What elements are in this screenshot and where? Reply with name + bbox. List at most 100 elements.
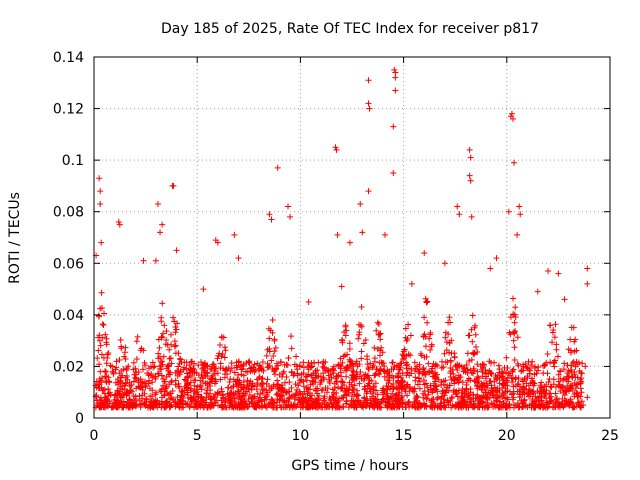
data-point bbox=[333, 146, 340, 153]
data-point bbox=[438, 404, 445, 411]
data-point bbox=[402, 384, 409, 391]
data-point bbox=[382, 399, 389, 406]
data-point bbox=[186, 362, 193, 369]
data-point bbox=[245, 403, 252, 410]
data-point bbox=[445, 399, 452, 406]
data-point bbox=[423, 396, 430, 403]
data-point bbox=[399, 383, 406, 390]
data-point bbox=[574, 393, 581, 400]
data-point bbox=[266, 335, 273, 342]
data-point bbox=[270, 353, 277, 360]
data-point bbox=[340, 353, 347, 360]
data-point bbox=[479, 382, 486, 389]
data-point bbox=[515, 375, 522, 382]
data-point bbox=[152, 402, 159, 409]
data-point bbox=[555, 371, 562, 378]
data-point bbox=[496, 366, 503, 373]
data-point bbox=[372, 380, 379, 387]
data-point bbox=[236, 392, 243, 399]
data-point bbox=[504, 403, 511, 410]
data-point bbox=[421, 249, 428, 256]
data-point bbox=[514, 334, 521, 341]
data-point bbox=[202, 360, 209, 367]
data-point bbox=[174, 394, 181, 401]
data-point bbox=[373, 327, 380, 334]
data-point bbox=[254, 376, 261, 383]
data-point bbox=[140, 347, 147, 354]
data-point bbox=[396, 362, 403, 369]
data-point bbox=[262, 403, 269, 410]
data-point bbox=[301, 388, 308, 395]
data-point bbox=[211, 364, 218, 371]
data-point bbox=[361, 395, 368, 402]
data-point bbox=[156, 400, 163, 407]
data-point bbox=[544, 350, 551, 357]
data-point bbox=[263, 352, 270, 359]
data-point bbox=[402, 404, 409, 411]
data-point bbox=[448, 376, 455, 383]
data-point bbox=[390, 170, 397, 177]
data-point bbox=[288, 345, 295, 352]
data-point bbox=[468, 356, 475, 363]
data-point bbox=[277, 393, 284, 400]
data-point bbox=[160, 353, 167, 360]
data-point bbox=[464, 377, 471, 384]
data-point bbox=[573, 403, 580, 410]
data-point bbox=[315, 400, 322, 407]
data-point bbox=[578, 398, 585, 405]
data-point bbox=[221, 354, 228, 361]
data-point bbox=[403, 337, 410, 344]
data-point bbox=[508, 391, 515, 398]
data-point bbox=[394, 372, 401, 379]
data-point bbox=[377, 330, 384, 337]
data-point bbox=[339, 359, 346, 366]
data-point bbox=[370, 384, 377, 391]
data-point bbox=[474, 361, 481, 368]
data-point bbox=[94, 355, 101, 362]
data-point bbox=[348, 402, 355, 409]
data-point bbox=[265, 325, 272, 332]
data-point bbox=[248, 364, 255, 371]
data-point bbox=[552, 321, 559, 328]
data-point bbox=[227, 376, 234, 383]
data-point bbox=[367, 397, 374, 404]
data-point bbox=[176, 384, 183, 391]
data-point bbox=[383, 402, 390, 409]
data-point bbox=[495, 362, 502, 369]
data-point bbox=[348, 381, 355, 388]
data-point bbox=[302, 395, 309, 402]
data-point bbox=[350, 399, 357, 406]
data-point bbox=[567, 336, 574, 343]
data-point bbox=[296, 379, 303, 386]
data-point bbox=[338, 283, 345, 290]
data-point bbox=[546, 322, 553, 329]
data-point bbox=[346, 346, 353, 353]
data-point bbox=[388, 366, 395, 373]
data-point bbox=[503, 404, 510, 411]
data-point bbox=[219, 350, 226, 357]
data-point bbox=[358, 355, 365, 362]
data-point bbox=[364, 373, 371, 380]
data-point bbox=[300, 369, 307, 376]
data-point bbox=[121, 349, 128, 356]
x-axis-title: GPS time / hours bbox=[291, 458, 408, 474]
data-point bbox=[165, 363, 172, 370]
data-point bbox=[346, 358, 353, 365]
data-point bbox=[452, 390, 459, 397]
data-point bbox=[403, 359, 410, 366]
data-point bbox=[312, 374, 319, 381]
data-point bbox=[143, 382, 150, 389]
y-tick-label: 0.14 bbox=[53, 50, 84, 66]
data-point bbox=[522, 360, 529, 367]
data-point bbox=[441, 402, 448, 409]
data-point bbox=[550, 376, 557, 383]
data-point bbox=[102, 368, 109, 375]
data-point bbox=[467, 177, 474, 184]
data-point bbox=[99, 321, 106, 328]
data-point bbox=[110, 403, 117, 410]
data-point bbox=[245, 359, 252, 366]
data-point bbox=[244, 382, 251, 389]
data-point bbox=[353, 387, 360, 394]
data-point bbox=[461, 367, 468, 374]
data-point bbox=[128, 382, 135, 389]
